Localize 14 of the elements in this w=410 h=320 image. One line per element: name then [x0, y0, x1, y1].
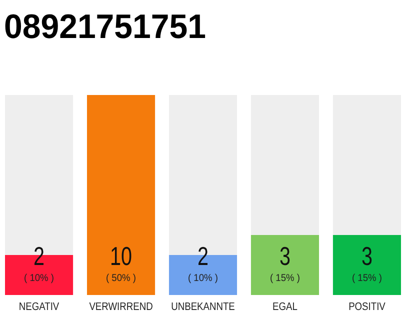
annotation: ( 50% )	[106, 273, 138, 284]
chart-title: 08921751751	[4, 8, 212, 46]
data-label: 3	[361, 241, 376, 271]
x-tick-label: VERWIRREND	[89, 301, 153, 314]
annotation: ( 15% )	[270, 273, 302, 284]
annotation: ( 15% )	[352, 273, 384, 284]
x-tick-label: POSITIV	[348, 301, 386, 314]
annotation: ( 10% )	[188, 273, 220, 284]
x-tick-label: UNBEKANNTE	[171, 301, 236, 314]
data-label: 3	[279, 241, 294, 271]
x-tick-label: NEGATIV	[18, 301, 60, 314]
x-tick-label: EGAL	[272, 301, 298, 314]
annotation: ( 10% )	[24, 273, 56, 284]
data-label: 10	[110, 241, 139, 271]
